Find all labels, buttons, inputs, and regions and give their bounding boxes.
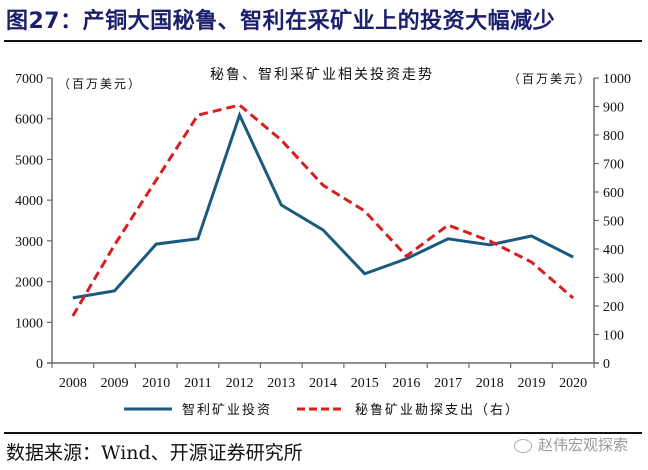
right-tick-label: 500: [603, 215, 624, 230]
right-axis-unit: （百万美元）: [508, 72, 592, 86]
right-tick-label: 300: [603, 272, 624, 287]
peru-exploration-spending-line: [71, 103, 575, 317]
x-tick-label: 2009: [101, 376, 129, 391]
right-tick-label: 0: [603, 357, 610, 372]
wechat-icon: [513, 438, 532, 453]
legend-label-peru: 秘鲁矿业勘探支出（右）: [355, 403, 520, 418]
right-tick-label: 1000: [603, 72, 631, 87]
x-tick-label: 2020: [559, 376, 587, 391]
watermark-text: 赵伟宏观探索: [537, 436, 628, 454]
right-tick-label: 100: [603, 329, 624, 344]
top-rule: [4, 40, 642, 42]
left-tick-label: 2000: [15, 276, 43, 291]
left-tick-label: 6000: [15, 113, 43, 128]
x-tick-label: 2011: [184, 376, 211, 391]
legend-label-chile: 智利矿业投资: [182, 402, 272, 418]
watermark: 赵伟宏观探索: [513, 434, 628, 455]
x-tick-label: 2017: [434, 376, 462, 391]
chile-mining-investment-line: [72, 111, 574, 300]
x-tick-label: 2014: [309, 376, 337, 391]
x-tick-label: 2008: [59, 376, 87, 391]
left-tick-label: 3000: [15, 235, 43, 250]
x-tick-label: 2018: [476, 376, 504, 391]
right-tick-label: 700: [603, 158, 624, 173]
x-tick-label: 2019: [517, 376, 545, 391]
x-tick-label: 2010: [142, 376, 170, 391]
left-axis-unit: （百万美元）: [58, 77, 142, 91]
right-tick-label: 600: [603, 186, 624, 201]
right-tick-label: 200: [603, 300, 624, 315]
source-note: 数据来源：Wind、开源证券研究所: [6, 442, 303, 464]
right-tick-label: 800: [603, 129, 624, 144]
x-tick-label: 2012: [226, 376, 254, 391]
chart-title: 秘鲁、智利采矿业相关投资走势: [210, 67, 434, 83]
x-tick-label: 2015: [351, 376, 379, 391]
left-tick-label: 7000: [15, 72, 43, 87]
left-tick-label: 5000: [15, 153, 43, 168]
left-tick-label: 0: [36, 357, 43, 372]
figure-title: 图27：产铜大国秘鲁、智利在采矿业上的投资大幅减少: [6, 9, 556, 34]
right-tick-label: 900: [603, 101, 624, 116]
x-tick-label: 2013: [267, 376, 295, 391]
left-tick-label: 4000: [15, 194, 43, 209]
bottom-rule: [4, 432, 642, 434]
left-tick-label: 1000: [15, 316, 43, 331]
x-tick-label: 2016: [392, 376, 420, 391]
right-tick-label: 400: [603, 243, 624, 258]
line-chart: 秘鲁、智利采矿业相关投资走势 （百万美元） （百万美元） 01000200030…: [15, 67, 631, 418]
